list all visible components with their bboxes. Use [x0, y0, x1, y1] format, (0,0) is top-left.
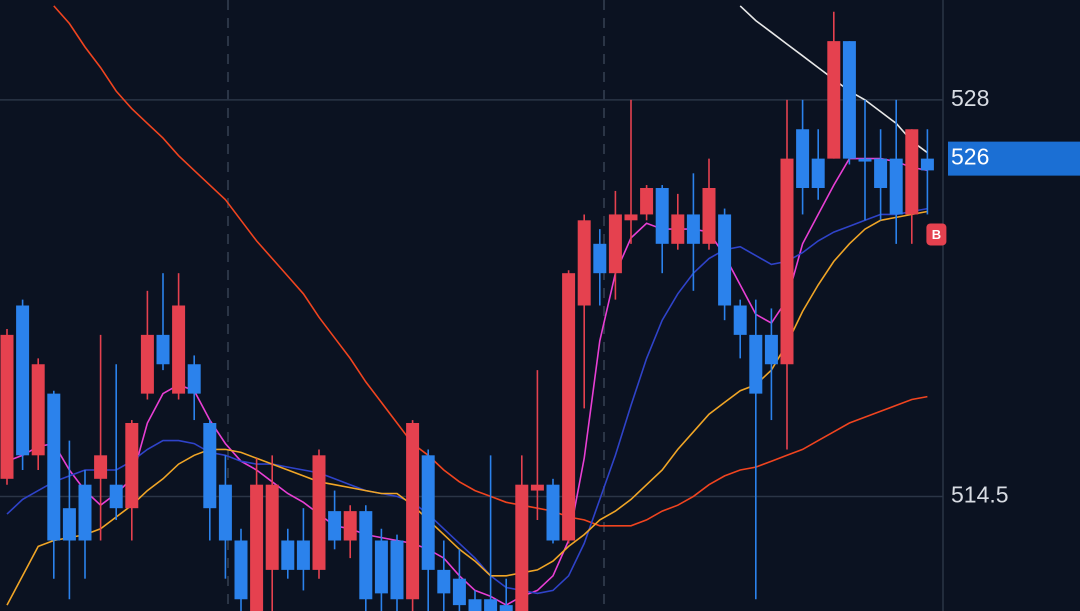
- candle-body: [515, 484, 529, 611]
- candle-body: [265, 484, 279, 570]
- candle-body: [296, 540, 310, 570]
- candle-body: [421, 455, 435, 570]
- candle-body: [764, 334, 778, 365]
- candle-body: [203, 423, 217, 509]
- candle-body: [718, 214, 732, 306]
- candle-body: [796, 129, 810, 188]
- moving-average-line: [6, 157, 928, 607]
- candle-body: [608, 214, 622, 274]
- grid: [0, 99, 943, 498]
- candle-body: [452, 578, 466, 606]
- candle-body: [562, 273, 576, 541]
- candle-body: [359, 511, 373, 600]
- candle-body: [78, 484, 92, 541]
- candle-body: [16, 305, 30, 456]
- y-tick-label: 514.5: [951, 482, 1009, 508]
- last-price-box: [948, 141, 1080, 176]
- y-tick-label: 528: [951, 85, 989, 111]
- last-price-label: 526: [951, 144, 989, 170]
- candle-body: [62, 508, 76, 541]
- candle-body: [328, 511, 342, 541]
- moving-average-line: [6, 210, 928, 606]
- candle-body: [905, 129, 919, 215]
- candle-body: [733, 305, 747, 335]
- candle-body: [811, 158, 825, 188]
- signal-label: B: [932, 227, 941, 242]
- candle-body: [484, 599, 498, 611]
- candles: [0, 11, 934, 611]
- candle-body: [530, 484, 544, 491]
- candle-body: [94, 455, 108, 479]
- candle-body: [156, 334, 170, 365]
- candle-body: [0, 334, 14, 479]
- candle-body: [281, 540, 295, 570]
- candle-body: [640, 188, 654, 215]
- candle-body: [218, 484, 232, 541]
- candle-body: [109, 484, 123, 509]
- candle-body: [140, 334, 154, 394]
- candle-body: [125, 423, 139, 509]
- candle-body: [655, 188, 669, 244]
- candle-body: [437, 569, 451, 594]
- candle-body: [920, 158, 934, 171]
- candle-body: [827, 41, 841, 159]
- candle-body: [499, 605, 513, 611]
- candle-body: [593, 243, 607, 274]
- candle-body: [702, 188, 716, 244]
- candle-body: [577, 220, 591, 306]
- candle-body: [842, 41, 856, 159]
- candle-body: [374, 540, 388, 594]
- candle-body: [250, 484, 264, 611]
- moving-average-line: [6, 207, 928, 595]
- candle-body: [686, 214, 700, 244]
- candle-body: [234, 540, 248, 600]
- candle-body: [546, 484, 560, 541]
- candle-body: [671, 214, 685, 244]
- candle-body: [343, 511, 357, 541]
- candle-body: [468, 599, 482, 611]
- candle-body: [889, 158, 903, 215]
- candle-body: [406, 423, 420, 600]
- candle-body: [858, 158, 872, 162]
- signal-badge: [926, 223, 947, 246]
- overlay: 528 514.5 526 B: [926, 85, 1080, 508]
- candle-body: [780, 158, 794, 365]
- candle-body: [312, 455, 326, 570]
- candle-body: [874, 158, 888, 188]
- candle-body: [172, 305, 186, 394]
- candle-body: [390, 540, 404, 600]
- candle-body: [624, 214, 638, 221]
- candle-body: [749, 334, 763, 394]
- candle-body: [31, 364, 45, 456]
- candle-body: [47, 393, 61, 541]
- candle-body: [187, 364, 201, 394]
